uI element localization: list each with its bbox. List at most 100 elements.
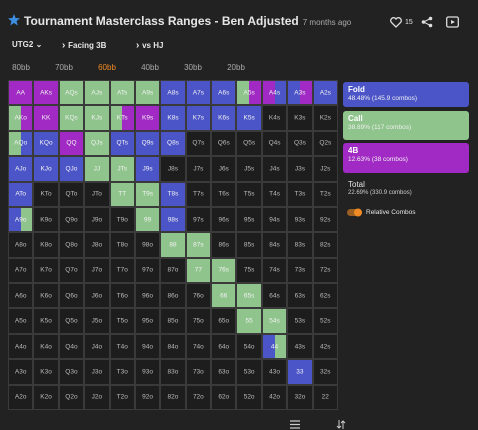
hand-cell[interactable]: K3o: [33, 359, 59, 385]
hand-cell[interactable]: T5o: [109, 308, 135, 334]
hand-cell[interactable]: Q6o: [58, 283, 85, 309]
hand-cell[interactable]: 93o: [134, 359, 161, 385]
hand-cell[interactable]: J4s: [261, 156, 288, 182]
hand-cell[interactable]: A2s: [312, 80, 338, 106]
hand-cell[interactable]: 84s: [261, 232, 288, 258]
hand-cell[interactable]: AJo: [8, 156, 34, 182]
hand-cell[interactable]: A3o: [8, 359, 34, 385]
hand-cell[interactable]: 62s: [312, 283, 338, 309]
hand-cell[interactable]: T4o: [109, 333, 135, 360]
hand-cell[interactable]: KK: [33, 105, 59, 131]
hand-cell[interactable]: 88: [160, 232, 186, 258]
hand-cell[interactable]: 95s: [236, 206, 262, 233]
hand-cell[interactable]: Q4o: [58, 333, 85, 360]
hand-cell[interactable]: K5s: [236, 105, 262, 131]
hand-cell[interactable]: Q7s: [185, 130, 212, 157]
hand-cell[interactable]: QJo: [58, 156, 85, 182]
stack-tab[interactable]: 60bb: [98, 63, 116, 72]
hand-cell[interactable]: 97o: [134, 257, 161, 284]
hand-cell[interactable]: 53o: [236, 359, 262, 385]
hand-cell[interactable]: 94s: [261, 206, 288, 233]
hand-cell[interactable]: 99: [134, 206, 161, 233]
hand-cell[interactable]: 64o: [211, 333, 237, 360]
hand-cell[interactable]: KTo: [33, 181, 59, 207]
hand-cell[interactable]: 83o: [160, 359, 186, 385]
hand-cell[interactable]: 55: [236, 308, 262, 334]
hand-cell[interactable]: 98s: [160, 206, 186, 233]
hand-cell[interactable]: QTo: [58, 181, 85, 207]
hand-cell[interactable]: Q6s: [211, 130, 237, 157]
hand-cell[interactable]: 87s: [185, 232, 212, 258]
hand-cell[interactable]: QJs: [84, 130, 110, 157]
hand-cell[interactable]: A3s: [287, 80, 313, 106]
hand-cell[interactable]: T9o: [109, 206, 135, 233]
hand-cell[interactable]: 75s: [236, 257, 262, 284]
hand-cell[interactable]: T6s: [211, 181, 237, 207]
hand-cell[interactable]: JJ: [84, 156, 110, 182]
hand-cell[interactable]: Q3o: [58, 359, 85, 385]
hand-cell[interactable]: T2s: [312, 181, 338, 207]
hand-cell[interactable]: Q8s: [160, 130, 186, 157]
filter[interactable]: UTG2 ⌄: [12, 40, 42, 49]
filter[interactable]: › vs HJ: [136, 40, 163, 51]
hand-cell[interactable]: A9o: [8, 206, 34, 233]
hand-cell[interactable]: KJs: [84, 105, 110, 131]
hand-cell[interactable]: AQo: [8, 130, 34, 157]
hand-cell[interactable]: K4o: [33, 333, 59, 360]
hand-cell[interactable]: QTs: [109, 130, 135, 157]
hand-cell[interactable]: T5s: [236, 181, 262, 207]
hand-cell[interactable]: A4s: [261, 80, 288, 106]
hand-cell[interactable]: 98o: [134, 232, 161, 258]
hand-cell[interactable]: 82s: [312, 232, 338, 258]
hand-cell[interactable]: K8s: [160, 105, 186, 131]
hand-cell[interactable]: 83s: [287, 232, 313, 258]
hand-cell[interactable]: Q9s: [134, 130, 161, 157]
hand-cell[interactable]: K9s: [134, 105, 161, 131]
hand-cell[interactable]: T3s: [287, 181, 313, 207]
hand-cell[interactable]: Q7o: [58, 257, 85, 284]
hand-cell[interactable]: AQs: [58, 80, 85, 106]
hand-cell[interactable]: K4s: [261, 105, 288, 131]
star-icon[interactable]: [8, 14, 20, 26]
hand-cell[interactable]: J9s: [134, 156, 161, 182]
hand-cell[interactable]: Q5s: [236, 130, 262, 157]
hand-cell[interactable]: K5o: [33, 308, 59, 334]
hand-cell[interactable]: J2s: [312, 156, 338, 182]
hand-cell[interactable]: 52o: [236, 384, 262, 410]
hand-cell[interactable]: Q2s: [312, 130, 338, 157]
hand-cell[interactable]: J3o: [84, 359, 110, 385]
hand-cell[interactable]: K3s: [287, 105, 313, 131]
hand-cell[interactable]: 93s: [287, 206, 313, 233]
hand-cell[interactable]: 86o: [160, 283, 186, 309]
hand-cell[interactable]: KJo: [33, 156, 59, 182]
hand-cell[interactable]: TT: [109, 181, 135, 207]
hand-cell[interactable]: 95o: [134, 308, 161, 334]
hand-cell[interactable]: AA: [8, 80, 34, 106]
hand-cell[interactable]: T6o: [109, 283, 135, 309]
hand-cell[interactable]: A2o: [8, 384, 34, 410]
hand-cell[interactable]: AKs: [33, 80, 59, 106]
hand-cell[interactable]: A8s: [160, 80, 186, 106]
hand-cell[interactable]: JTo: [84, 181, 110, 207]
hand-cell[interactable]: 96o: [134, 283, 161, 309]
list-icon[interactable]: [290, 420, 300, 429]
hand-cell[interactable]: 52s: [312, 308, 338, 334]
hand-cell[interactable]: K9o: [33, 206, 59, 233]
hand-cell[interactable]: 97s: [185, 206, 212, 233]
hand-cell[interactable]: T7s: [185, 181, 212, 207]
hand-cell[interactable]: 76o: [185, 283, 212, 309]
action-box[interactable]: 4B 12.63% (38 combos): [343, 143, 469, 173]
hand-cell[interactable]: J8o: [84, 232, 110, 258]
hand-cell[interactable]: 82o: [160, 384, 186, 410]
hand-cell[interactable]: T2o: [109, 384, 135, 410]
hand-cell[interactable]: T9s: [134, 181, 161, 207]
hand-cell[interactable]: 33: [287, 359, 313, 385]
hand-cell[interactable]: 84o: [160, 333, 186, 360]
hand-cell[interactable]: T7o: [109, 257, 135, 284]
action-box[interactable]: Fold 48.48% (145.9 combos): [343, 82, 469, 107]
hand-cell[interactable]: 74s: [261, 257, 288, 284]
toggle-switch[interactable]: [347, 208, 363, 217]
hand-cell[interactable]: T4s: [261, 181, 288, 207]
hand-cell[interactable]: K2o: [33, 384, 59, 410]
hand-cell[interactable]: J3s: [287, 156, 313, 182]
